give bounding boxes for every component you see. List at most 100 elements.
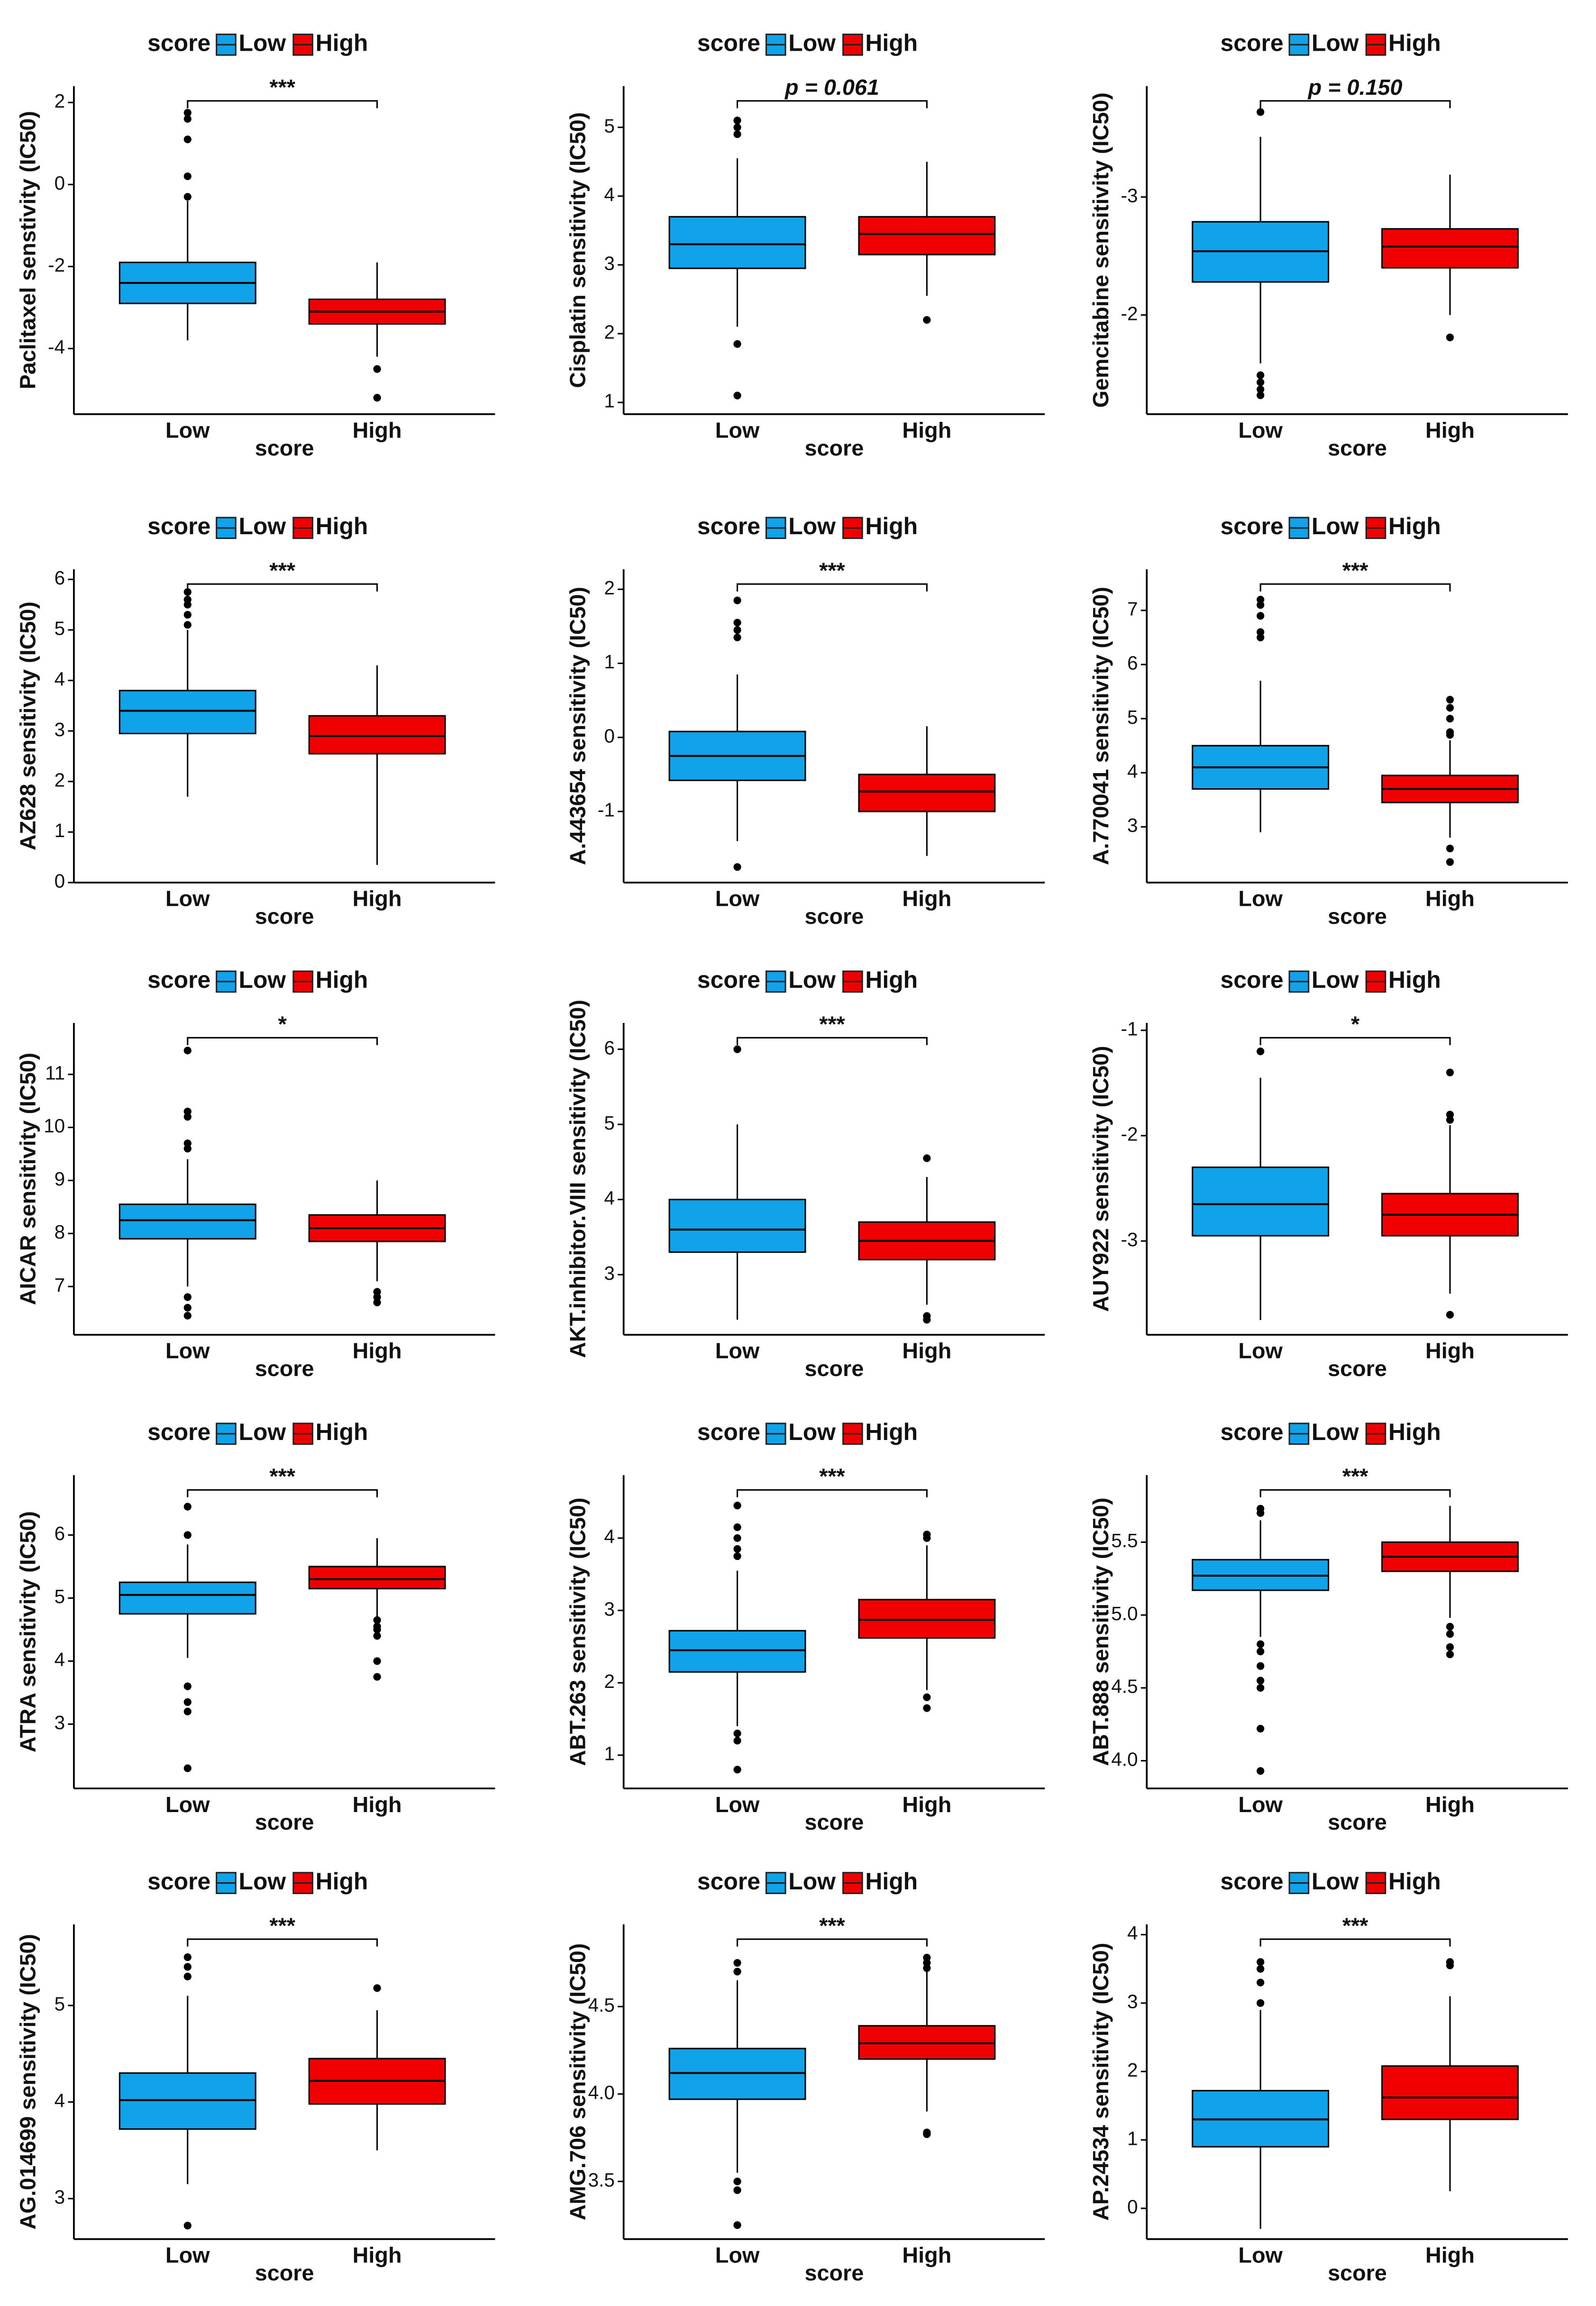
significance-bracket — [1259, 583, 1451, 592]
y-tick-label: 6 — [55, 567, 65, 589]
outlier — [183, 1707, 192, 1715]
significance-label: *** — [1342, 1464, 1368, 1489]
significance-label: *** — [269, 75, 295, 100]
legend-label: Low — [238, 513, 286, 539]
outlier — [733, 1959, 741, 1967]
legend-title: score — [1221, 1868, 1284, 1895]
y-tick-label: -2 — [48, 254, 65, 276]
outlier — [373, 1298, 381, 1306]
y-tick-label: 3 — [55, 719, 65, 740]
x-tick-label: Low — [1238, 1339, 1283, 1363]
box — [119, 1581, 256, 1615]
outlier — [1257, 1767, 1265, 1775]
outlier — [733, 117, 741, 125]
legend-title: score — [147, 1868, 210, 1895]
outlier — [733, 619, 741, 627]
outlier — [733, 392, 741, 400]
legend-title: score — [1221, 966, 1284, 993]
x-axis-label: score — [255, 1810, 314, 1834]
y-tick-label: -1 — [598, 799, 615, 821]
significance-bracket — [736, 1938, 928, 1947]
y-tick-label: 4 — [604, 1526, 615, 1548]
significance-label: *** — [819, 1913, 845, 1938]
y-tick-label: 1 — [55, 820, 65, 841]
y-axis-label: AZ628 sensitivity (IC50) — [16, 602, 40, 850]
x-tick-label: High — [353, 1339, 402, 1363]
outlier — [183, 1682, 192, 1690]
outlier — [183, 595, 192, 604]
y-tick-label: 3 — [55, 2186, 65, 2208]
outlier — [373, 1288, 381, 1296]
outlier — [733, 130, 741, 138]
y-axis-label: Cisplatin sensitivity (IC50) — [565, 112, 590, 388]
outlier — [1446, 728, 1454, 736]
outlier — [1257, 371, 1265, 379]
legend-label: High — [316, 513, 368, 539]
outlier — [733, 626, 741, 634]
box — [858, 216, 996, 255]
outlier — [1446, 1650, 1454, 1659]
y-axis-label: ATRA sensitivity (IC50) — [16, 1511, 40, 1752]
outlier — [183, 115, 192, 123]
significance-bracket — [736, 583, 928, 592]
x-tick-label: Low — [165, 1339, 210, 1363]
x-axis-label: score — [1328, 904, 1387, 929]
outlier — [183, 1107, 192, 1116]
y-tick-label: 0 — [604, 725, 615, 747]
outlier — [1446, 1116, 1454, 1124]
y-tick-label: 2 — [1127, 2059, 1138, 2081]
y-tick-label: 3 — [604, 253, 615, 274]
y-tick-label: 2 — [604, 321, 615, 343]
x-axis-label: score — [1328, 1810, 1387, 1834]
legend-label: Low — [238, 1868, 286, 1895]
outlier — [1257, 595, 1265, 604]
x-axis-label: score — [255, 1356, 314, 1381]
y-tick-label: 10 — [44, 1115, 65, 1137]
x-tick-label: Low — [1238, 886, 1283, 911]
legend-label: High — [316, 1868, 368, 1895]
y-tick-label: 3 — [1127, 1991, 1138, 2013]
legend-title: score — [1221, 513, 1284, 539]
x-tick-label: Low — [1238, 418, 1283, 442]
box — [858, 1599, 996, 1639]
outlier — [1446, 1622, 1454, 1631]
legend-label: Low — [1312, 1419, 1359, 1445]
x-axis-label: score — [1328, 436, 1387, 460]
significance-bracket — [1259, 100, 1451, 109]
outlier — [923, 316, 931, 324]
y-axis-label: AICAR sensitivity (IC50) — [16, 1053, 40, 1305]
y-tick-label: -1 — [1121, 1018, 1138, 1039]
outlier — [1257, 378, 1265, 386]
x-tick-label: Low — [165, 886, 210, 911]
outlier — [183, 135, 192, 144]
legend-label: High — [1388, 513, 1441, 539]
y-axis-label: Gemcitabine sensitivity (IC50) — [1088, 92, 1113, 408]
y-tick-label: 0 — [1127, 2196, 1138, 2218]
x-axis-label: score — [1328, 2260, 1387, 2285]
outlier — [183, 1503, 192, 1511]
outlier — [733, 1502, 741, 1510]
y-axis-label: A.770041 sensitivity (IC50) — [1088, 587, 1113, 865]
x-tick-label: Low — [715, 2243, 760, 2268]
x-tick-label: High — [902, 886, 951, 911]
outlier — [1446, 1311, 1454, 1319]
significance-label: *** — [819, 1012, 845, 1037]
y-tick-label: 4 — [55, 1649, 65, 1670]
y-tick-label: 5 — [55, 1586, 65, 1607]
legend-title: score — [697, 966, 760, 993]
y-axis-label: AG.014699 sensitivity (IC50) — [16, 1934, 40, 2230]
outlier — [1257, 1504, 1265, 1513]
y-tick-label: 6 — [1127, 652, 1138, 674]
outlier — [733, 1534, 741, 1542]
legend-label: Low — [788, 1419, 836, 1445]
legend-title: score — [697, 1419, 760, 1445]
significance-bracket — [187, 583, 378, 592]
legend-label: Low — [1312, 513, 1359, 539]
y-tick-label: -2 — [1121, 1123, 1138, 1145]
x-tick-label: High — [902, 1339, 951, 1363]
box — [668, 1630, 806, 1673]
y-axis-label: AUY922 sensitivity (IC50) — [1088, 1046, 1113, 1312]
legend-title: score — [697, 29, 760, 56]
outlier — [183, 611, 192, 619]
outlier — [1257, 1662, 1265, 1670]
